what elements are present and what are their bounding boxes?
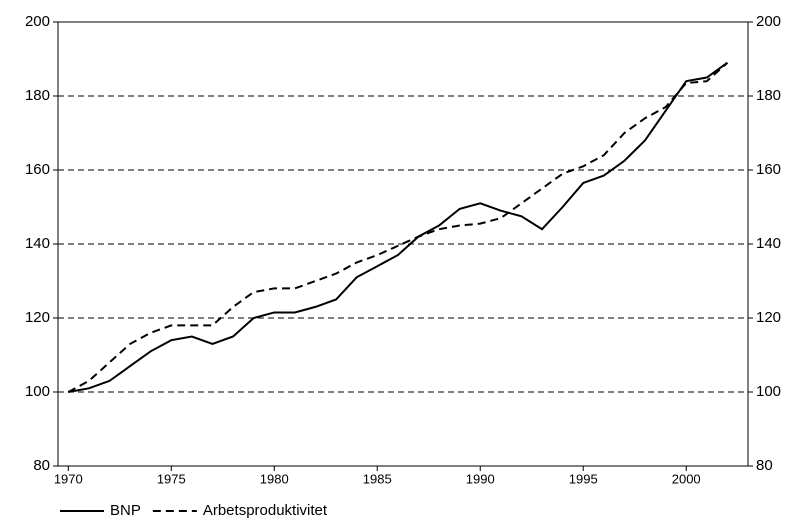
y-tick-label: 160 [25, 161, 50, 178]
y2-tick-label: 200 [756, 13, 781, 30]
x-tick-label: 1995 [569, 471, 598, 486]
legend-label: Arbetsproduktivitet [203, 502, 328, 519]
x-tick-label: 2000 [672, 471, 701, 486]
x-tick-label: 1970 [54, 471, 83, 486]
x-tick-label: 1980 [260, 471, 289, 486]
y-tick-label: 200 [25, 13, 50, 30]
y2-tick-label: 140 [756, 235, 781, 252]
y-tick-label: 180 [25, 87, 50, 104]
line-series [67, 61, 729, 393]
y-tick-label: 100 [25, 383, 50, 400]
x-tick-label: 1990 [466, 471, 495, 486]
line-series [68, 61, 728, 393]
y2-tick-label: 80 [756, 457, 773, 474]
y2-tick-label: 180 [756, 87, 781, 104]
legend-label: BNP [110, 502, 141, 519]
y-tick-label: 140 [25, 235, 50, 252]
x-tick-label: 1985 [363, 471, 392, 486]
y-tick-label: 120 [25, 309, 50, 326]
y2-tick-label: 160 [756, 161, 781, 178]
y2-tick-label: 120 [756, 309, 781, 326]
x-tick-label: 1975 [157, 471, 186, 486]
y2-tick-label: 100 [756, 383, 781, 400]
y-tick-label: 80 [33, 457, 50, 474]
